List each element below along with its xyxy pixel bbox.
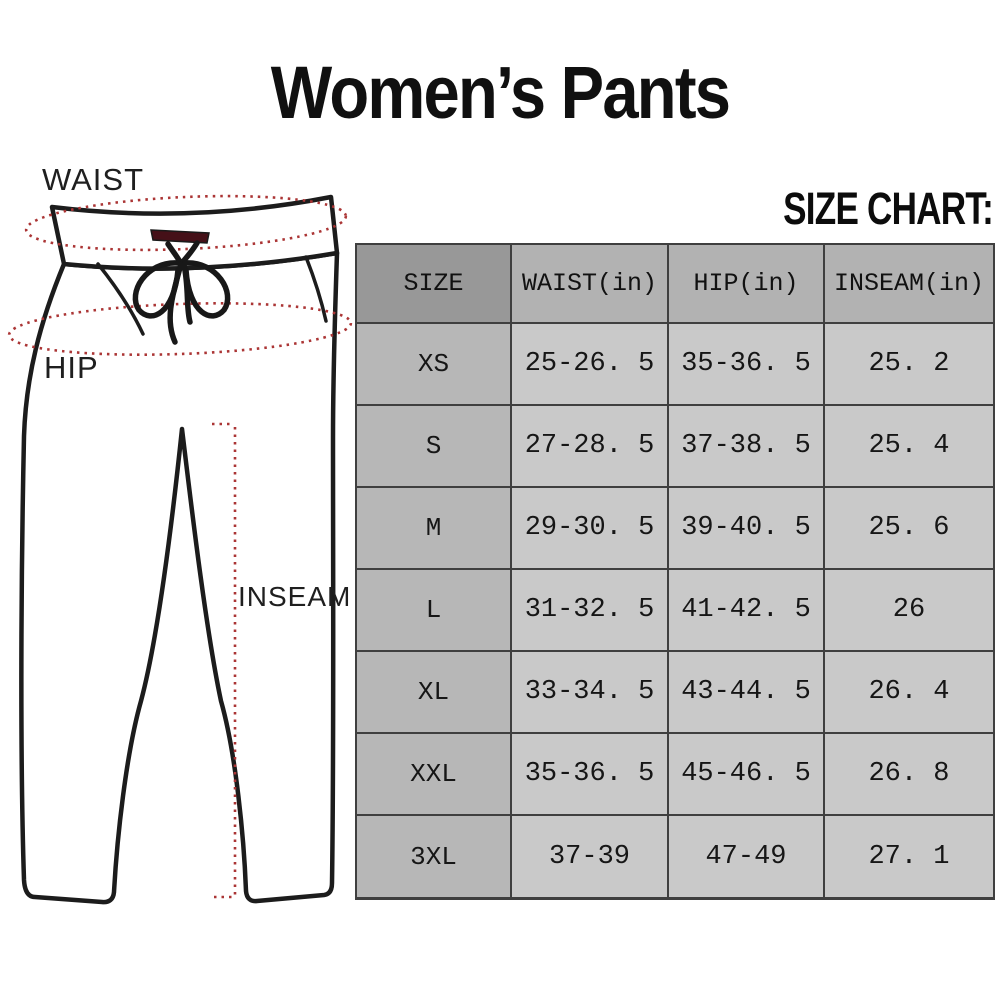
right-pocket-line bbox=[304, 255, 328, 323]
hip-measure-ellipse bbox=[7, 302, 353, 356]
hip-cell: 35-36. 5 bbox=[667, 322, 825, 407]
table-header-row: SIZE WAIST(in) HIP(in) INSEAM(in) bbox=[355, 242, 995, 325]
waist-cell: 29-30. 5 bbox=[510, 486, 669, 571]
table-row-s: S 27-28. 5 37-38. 5 25. 4 bbox=[355, 404, 995, 489]
column-header-waist: WAIST(in) bbox=[510, 242, 669, 325]
table-row-xl: XL 33-34. 5 43-44. 5 26. 4 bbox=[355, 650, 995, 735]
table-row-3xl: 3XL 37-39 47-49 27. 1 bbox=[355, 814, 995, 901]
column-header-inseam: INSEAM(in) bbox=[823, 242, 995, 325]
size-cell: XS bbox=[355, 322, 512, 407]
drawstring-bow bbox=[132, 240, 231, 345]
inseam-cell: 25. 6 bbox=[823, 486, 995, 571]
pants-diagram bbox=[7, 194, 353, 905]
hip-cell: 41-42. 5 bbox=[667, 568, 825, 653]
size-cell: XL bbox=[355, 650, 512, 735]
table-row-l: L 31-32. 5 41-42. 5 26 bbox=[355, 568, 995, 653]
hip-cell: 45-46. 5 bbox=[667, 732, 825, 817]
size-cell: S bbox=[355, 404, 512, 489]
waist-cell: 31-32. 5 bbox=[510, 568, 669, 653]
table-row-xs: XS 25-26. 5 35-36. 5 25. 2 bbox=[355, 322, 995, 407]
waist-cell: 25-26. 5 bbox=[510, 322, 669, 407]
page-title: Women’s Pants bbox=[270, 51, 731, 134]
drawstring-bar bbox=[150, 229, 210, 244]
size-cell: M bbox=[355, 486, 512, 571]
hip-cell: 39-40. 5 bbox=[667, 486, 825, 571]
size-chart-heading: SIZE CHART: bbox=[783, 183, 994, 234]
column-header-hip: HIP(in) bbox=[667, 242, 825, 325]
inseam-cell: 26. 8 bbox=[823, 732, 995, 817]
size-cell: L bbox=[355, 568, 512, 653]
hip-cell: 43-44. 5 bbox=[667, 650, 825, 735]
waist-measure-ellipse bbox=[24, 194, 348, 252]
hip-label: HIP bbox=[44, 350, 99, 385]
inseam-cell: 25. 2 bbox=[823, 322, 995, 407]
table-row-m: M 29-30. 5 39-40. 5 25. 6 bbox=[355, 486, 995, 571]
waist-cell: 37-39 bbox=[510, 814, 669, 901]
waist-cell: 27-28. 5 bbox=[510, 404, 669, 489]
inseam-cell: 25. 4 bbox=[823, 404, 995, 489]
size-cell: 3XL bbox=[355, 814, 512, 901]
size-cell: XXL bbox=[355, 732, 512, 817]
waist-label: WAIST bbox=[42, 162, 145, 197]
inseam-measure-line bbox=[212, 422, 237, 899]
table-row-xxl: XXL 35-36. 5 45-46. 5 26. 8 bbox=[355, 732, 995, 817]
column-header-size: SIZE bbox=[355, 242, 512, 325]
inseam-cell: 27. 1 bbox=[823, 814, 995, 901]
hip-cell: 37-38. 5 bbox=[667, 404, 825, 489]
waist-cell: 33-34. 5 bbox=[510, 650, 669, 735]
hip-cell: 47-49 bbox=[667, 814, 825, 901]
pants-body-outline bbox=[19, 250, 340, 905]
inseam-label: INSEAM bbox=[238, 581, 352, 612]
inseam-cell: 26 bbox=[823, 568, 995, 653]
waist-cell: 35-36. 5 bbox=[510, 732, 669, 817]
left-pocket-line bbox=[96, 262, 145, 336]
size-chart-table: SIZE WAIST(in) HIP(in) INSEAM(in) XS 25-… bbox=[355, 242, 995, 901]
inseam-cell: 26. 4 bbox=[823, 650, 995, 735]
